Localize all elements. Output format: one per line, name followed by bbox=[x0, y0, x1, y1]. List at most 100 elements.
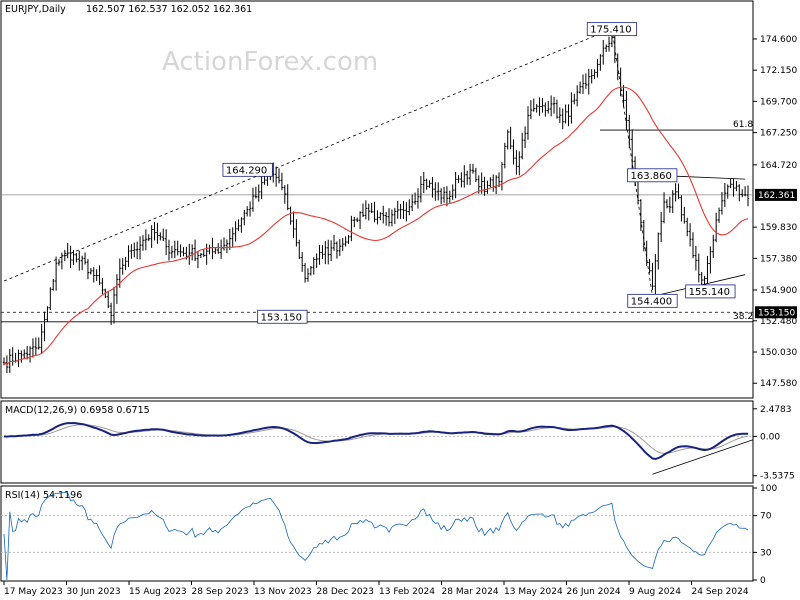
ohlc-bar bbox=[535, 104, 538, 113]
x-tick-label: 9 Aug 2024 bbox=[629, 587, 681, 597]
ohlc-bar bbox=[448, 190, 452, 203]
ohlc-bar bbox=[257, 184, 260, 202]
ohlc-bar bbox=[486, 180, 489, 194]
ohlc-bar bbox=[295, 219, 298, 247]
ohlc-bar bbox=[298, 239, 301, 260]
rsi-y-tick-label: 100 bbox=[760, 484, 777, 494]
ohlc-bar bbox=[688, 223, 692, 247]
price-annotation: 154.400 bbox=[627, 293, 678, 308]
ohlc-bar bbox=[743, 186, 747, 197]
ohlc-bar bbox=[234, 221, 237, 242]
ohlc-bar bbox=[379, 212, 382, 221]
ohlc-bar bbox=[344, 236, 347, 247]
ohlc-bar bbox=[2, 357, 6, 366]
ohlc-bar bbox=[46, 306, 49, 322]
price-annotation: 175.410 bbox=[586, 22, 638, 37]
ohlc-bar bbox=[408, 199, 411, 216]
ohlc-bar bbox=[248, 201, 252, 217]
ohlc-bar bbox=[199, 253, 203, 258]
ohlc-bar bbox=[28, 346, 32, 363]
ohlc-bar bbox=[193, 239, 197, 262]
x-tick-label: 28 Mar 2024 bbox=[442, 587, 499, 597]
ohlc-bar bbox=[222, 237, 226, 251]
ohlc-bar bbox=[289, 206, 292, 225]
ohlc-bar bbox=[642, 220, 645, 252]
ohlc-bar bbox=[735, 180, 738, 192]
ohlc-bar bbox=[483, 176, 486, 196]
ohlc-bar bbox=[274, 166, 278, 187]
ohlc-bar bbox=[723, 182, 727, 207]
ohlc-bar bbox=[523, 126, 527, 148]
ohlc-bar bbox=[668, 196, 672, 213]
ohlc-bar bbox=[219, 239, 223, 259]
ohlc-bar bbox=[714, 212, 718, 243]
svg-text:153.150: 153.150 bbox=[261, 312, 302, 323]
ohlc-bar bbox=[43, 311, 46, 342]
ohlc-bar bbox=[410, 194, 414, 212]
ohlc-bar bbox=[31, 338, 35, 358]
ohlc-bar bbox=[573, 93, 576, 105]
ohlc-bar bbox=[384, 211, 388, 226]
ohlc-bar bbox=[135, 241, 139, 260]
ohlc-bar bbox=[80, 255, 84, 271]
ohlc-bar bbox=[217, 243, 220, 254]
macd-y-tick-label: 0.00 bbox=[760, 432, 780, 442]
ohlc-bar bbox=[321, 245, 324, 260]
svg-text:163.860: 163.860 bbox=[631, 171, 672, 182]
svg-text:155.140: 155.140 bbox=[689, 287, 730, 298]
ohlc-bar bbox=[303, 263, 307, 283]
ohlc-bar bbox=[40, 323, 43, 354]
ohlc-bar bbox=[694, 245, 698, 271]
ohlc-bar bbox=[691, 232, 695, 259]
ohlc-bar bbox=[324, 241, 327, 265]
ohlc-bar bbox=[309, 265, 313, 276]
ohlc-bar bbox=[416, 188, 420, 209]
ohlc-bar bbox=[628, 115, 631, 149]
ohlc-bar bbox=[69, 245, 72, 269]
ohlc-bar bbox=[373, 201, 376, 223]
ohlc-bar bbox=[107, 291, 110, 309]
chart-symbol: EURJPY,Daily bbox=[5, 4, 66, 15]
ohlc-bar bbox=[306, 268, 310, 282]
ohlc-bar bbox=[720, 192, 724, 215]
ohlc-bar bbox=[454, 171, 457, 199]
ohlc-bar bbox=[112, 286, 116, 324]
x-tick-label: 17 May 2023 bbox=[4, 587, 63, 597]
ohlc-bar bbox=[541, 98, 544, 113]
ohlc-bar bbox=[286, 184, 289, 211]
ohlc-bar bbox=[492, 174, 495, 192]
ohlc-bar bbox=[300, 252, 304, 272]
ohlc-bar bbox=[405, 202, 408, 222]
price-annotation: 164.290 bbox=[222, 162, 273, 177]
ohlc-bar bbox=[130, 244, 133, 259]
macd-signal-line bbox=[4, 424, 749, 454]
ohlc-bar bbox=[558, 107, 562, 123]
ohlc-bar bbox=[182, 247, 185, 257]
ohlc-bar bbox=[465, 170, 469, 185]
svg-text:175.410: 175.410 bbox=[590, 25, 631, 36]
ohlc-bar bbox=[109, 302, 113, 325]
x-tick-label: 26 Jun 2024 bbox=[567, 587, 621, 597]
ohlc-bar bbox=[529, 100, 533, 120]
ohlc-bar bbox=[677, 183, 680, 200]
ohlc-bar bbox=[402, 201, 405, 219]
ohlc-bar bbox=[396, 200, 399, 219]
price-y-tick-label: 157.380 bbox=[760, 254, 797, 264]
ohlc-bar bbox=[604, 44, 608, 53]
ohlc-bar bbox=[150, 225, 153, 248]
ohlc-bar bbox=[214, 247, 217, 255]
macd-y-tick-label: -3.5375 bbox=[760, 472, 795, 482]
ohlc-bar bbox=[355, 217, 359, 222]
ohlc-bar bbox=[616, 53, 619, 81]
macd-panel-frame bbox=[0, 400, 754, 484]
chart-ohlc: 162.507 162.537 162.052 162.361 bbox=[86, 4, 252, 15]
ohlc-bar bbox=[547, 100, 550, 114]
ohlc-bar bbox=[639, 199, 643, 232]
ohlc-bar bbox=[544, 102, 547, 117]
ohlc-bar bbox=[515, 150, 518, 175]
ohlc-bar bbox=[176, 240, 179, 256]
ohlc-bar bbox=[732, 178, 735, 197]
ohlc-bar bbox=[237, 219, 240, 231]
price-annotation: 155.140 bbox=[685, 284, 736, 299]
ohlc-bar bbox=[17, 349, 20, 367]
